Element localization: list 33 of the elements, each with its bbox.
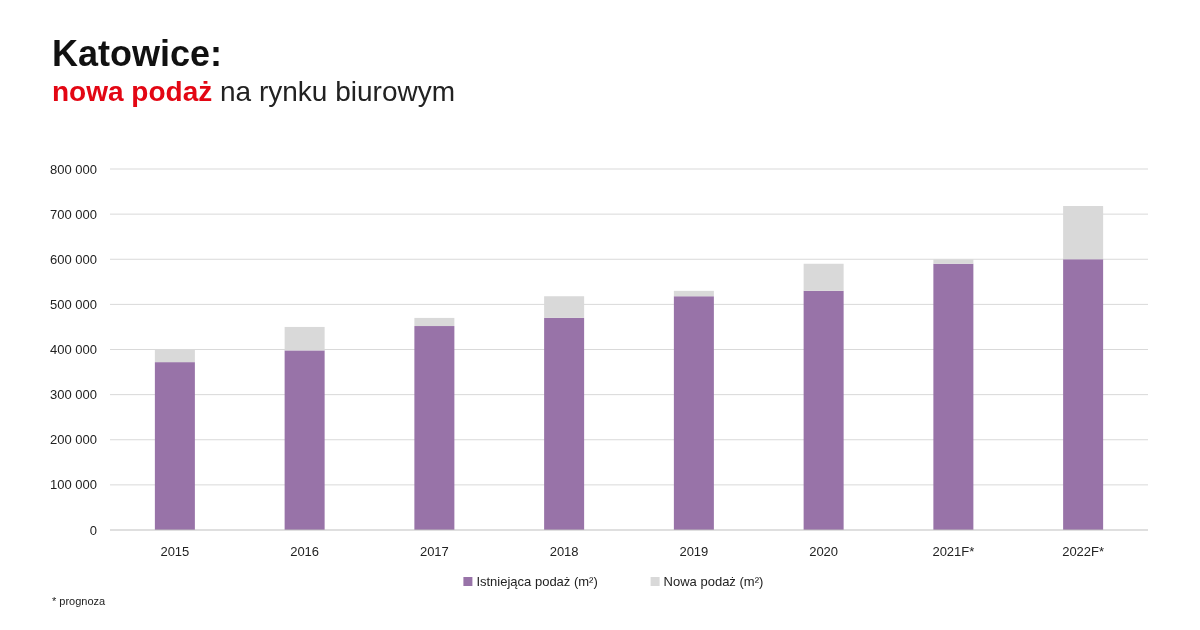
bar: [803, 290, 844, 530]
bar: [154, 362, 195, 530]
text: * prognoza: [52, 595, 107, 607]
y-tick-label: 400 000: [50, 342, 97, 358]
y-tick-label: 700 000: [50, 206, 97, 222]
x-tick-label: 2018: [549, 544, 579, 559]
x-tick-label: 2021F*: [932, 544, 975, 559]
bar: [673, 296, 714, 530]
x-tick-label: 2015: [160, 544, 190, 559]
x-tick-label: 2019: [679, 544, 709, 559]
y-tick-label: 600 000: [50, 251, 97, 267]
bar: [803, 263, 844, 291]
x-tick-label: 2017: [419, 544, 449, 559]
y-tick-label: 500 000: [50, 296, 97, 312]
bar: [673, 290, 714, 297]
bar: [284, 350, 325, 530]
bar: [544, 317, 585, 530]
y-tick-label: 100 000: [50, 477, 97, 493]
bar: [414, 326, 455, 530]
y-tick-label: 300 000: [50, 387, 97, 403]
bar: [933, 263, 974, 530]
y-tick-label: 800 000: [50, 161, 97, 177]
y-tick-label: 0: [89, 522, 97, 538]
bar: [1063, 259, 1104, 530]
chart-subtitle: nowa podaż na rynku biurowym: [52, 76, 456, 107]
bar: [414, 317, 455, 327]
x-tick-label: 2020: [809, 544, 839, 559]
legend-label: Nowa podaż (m²): [663, 574, 764, 589]
x-tick-label: 2022F*: [1062, 544, 1105, 559]
y-tick-label: 200 000: [50, 432, 97, 448]
chart-title: Katowice:: [52, 33, 223, 74]
legend-label: Istniejąca podaż (m²): [476, 574, 598, 589]
x-tick-label: 2016: [290, 544, 320, 559]
